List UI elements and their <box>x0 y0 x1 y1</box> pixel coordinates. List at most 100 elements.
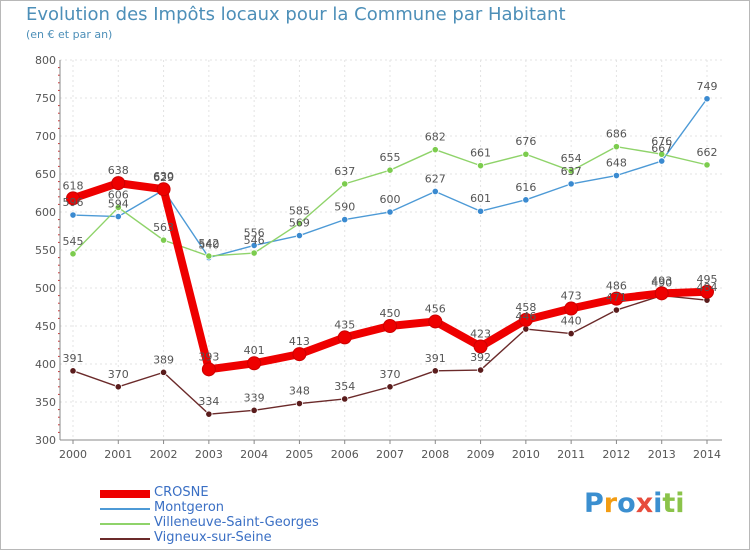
legend-label: Vigneux-sur-Seine <box>154 530 272 545</box>
data-point <box>386 208 394 216</box>
data-label: 655 <box>380 151 401 164</box>
x-tick-label: 2001 <box>104 448 132 461</box>
data-point <box>518 312 533 327</box>
data-point <box>250 249 258 257</box>
data-label: 413 <box>289 335 310 348</box>
data-point <box>250 241 258 250</box>
proxiti-logo: Proxiti <box>584 488 685 519</box>
data-label: 637 <box>561 165 582 178</box>
data-point <box>567 329 575 338</box>
x-tick-label: 2010 <box>512 448 540 461</box>
data-label: 392 <box>470 351 491 364</box>
data-point <box>567 167 575 175</box>
data-label: 393 <box>198 350 219 363</box>
data-label: 339 <box>244 391 265 404</box>
x-tick-label: 2014 <box>693 448 721 461</box>
data-point <box>700 284 714 299</box>
data-point <box>111 176 126 191</box>
data-point <box>658 157 666 165</box>
data-label: 473 <box>561 290 582 303</box>
x-tick-label: 2009 <box>467 448 495 461</box>
logo-letter: x <box>635 488 654 519</box>
x-tick-label: 2000 <box>59 448 87 461</box>
data-label: 637 <box>334 165 355 178</box>
logo-letter: t <box>662 488 676 519</box>
data-point <box>69 211 77 219</box>
legend-label: CROSNE <box>154 485 209 500</box>
legend-swatch <box>100 490 150 498</box>
data-label: 446 <box>515 310 536 323</box>
data-point <box>341 395 349 403</box>
data-label: 334 <box>198 395 219 408</box>
data-point <box>567 180 575 188</box>
x-tick-label: 2004 <box>240 448 268 461</box>
data-label: 686 <box>606 128 627 141</box>
data-point <box>612 306 621 314</box>
data-label: 601 <box>470 192 491 205</box>
data-label: 569 <box>289 217 310 230</box>
data-label: 654 <box>561 152 582 165</box>
data-label: 629 <box>153 171 174 184</box>
data-point <box>159 236 168 244</box>
data-point <box>703 161 711 169</box>
data-label: 490 <box>651 277 672 290</box>
data-point <box>114 203 122 212</box>
data-label: 440 <box>561 315 582 328</box>
data-label: 638 <box>108 164 129 177</box>
y-tick-label: 550 <box>35 244 56 257</box>
data-point <box>654 286 669 301</box>
data-point <box>473 339 488 354</box>
data-point <box>66 191 80 206</box>
data-label: 749 <box>697 80 718 93</box>
legend-swatch <box>100 523 150 525</box>
data-point <box>156 182 171 197</box>
legend-label: Villeneuve-Saint-Georges <box>154 515 319 530</box>
data-point <box>522 150 530 158</box>
data-label: 370 <box>108 368 129 381</box>
data-point <box>201 362 216 377</box>
x-tick-label: 2008 <box>421 448 449 461</box>
data-point <box>295 399 304 408</box>
data-label: 354 <box>334 380 355 393</box>
data-point <box>386 383 394 391</box>
y-tick-label: 600 <box>35 206 56 219</box>
y-tick-label: 400 <box>35 358 56 371</box>
data-point <box>250 406 258 414</box>
data-label: 606 <box>108 188 129 201</box>
x-tick-label: 2006 <box>331 448 359 461</box>
data-point <box>341 216 349 224</box>
data-point <box>69 367 77 375</box>
data-label: 370 <box>380 368 401 381</box>
data-label: 456 <box>425 302 446 315</box>
data-point <box>431 367 439 375</box>
data-point <box>205 410 213 418</box>
data-point <box>159 368 168 376</box>
data-point <box>386 166 394 174</box>
y-tick-label: 700 <box>35 130 56 143</box>
data-label: 389 <box>153 353 174 366</box>
data-point <box>247 356 262 371</box>
x-tick-label: 2013 <box>648 448 676 461</box>
y-tick-label: 750 <box>35 92 56 105</box>
data-label: 676 <box>515 135 536 148</box>
logo-letter: P <box>584 488 604 519</box>
y-tick-label: 500 <box>35 282 56 295</box>
data-label: 423 <box>470 328 491 341</box>
data-point <box>295 219 304 227</box>
data-label: 667 <box>651 142 672 155</box>
data-label: 600 <box>380 193 401 206</box>
logo-letter: i <box>653 488 663 519</box>
data-label: 596 <box>63 196 84 209</box>
data-label: 594 <box>108 198 129 211</box>
chart-subtitle: (en € et par an) <box>26 28 113 41</box>
data-label: 661 <box>470 147 491 160</box>
data-label: 585 <box>289 204 310 217</box>
data-label: 648 <box>606 157 627 170</box>
data-point <box>431 187 439 196</box>
data-label: 391 <box>63 352 84 365</box>
chart-title: Evolution des Impôts locaux pour la Comm… <box>26 4 566 25</box>
data-point <box>383 319 397 333</box>
data-point <box>292 347 307 362</box>
data-label: 540 <box>198 239 219 252</box>
